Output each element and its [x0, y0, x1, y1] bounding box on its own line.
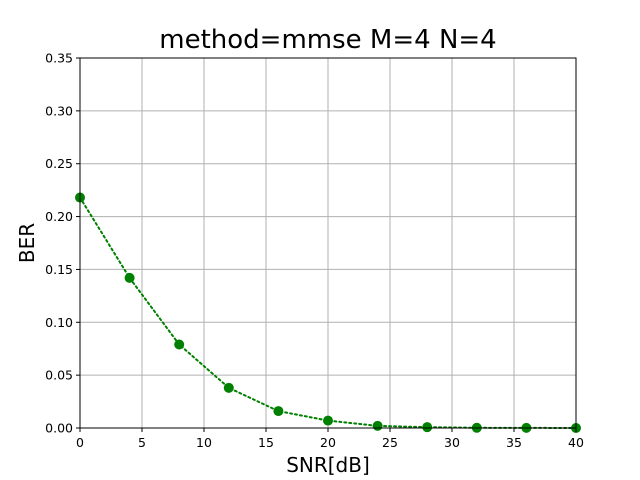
- x-tick-label: 15: [258, 435, 274, 450]
- y-tick-label: 0.15: [45, 262, 73, 277]
- x-tick-label: 25: [382, 435, 398, 450]
- y-tick-label: 0.35: [45, 51, 73, 66]
- data-point: [223, 382, 234, 393]
- data-point: [422, 422, 433, 433]
- data-point: [174, 339, 185, 350]
- x-tick-label: 0: [76, 435, 84, 450]
- x-axis-label: SNR[dB]: [286, 453, 370, 477]
- data-point: [372, 420, 383, 431]
- y-tick-label: 0.20: [45, 209, 73, 224]
- x-tick-label: 35: [506, 435, 522, 450]
- y-tick-label: 0.30: [45, 103, 73, 118]
- x-tick-label: 5: [138, 435, 146, 450]
- x-tick-label: 10: [196, 435, 212, 450]
- data-point: [124, 272, 135, 283]
- y-tick-label: 0.00: [45, 421, 73, 436]
- x-tick-label: 20: [320, 435, 336, 450]
- axis-ticks: 0 5 10 15 20 25 30 35 40 0.00 0.05 0.10 0.15 0.20 0.25…: [45, 51, 584, 451]
- y-tick-label: 0.25: [45, 156, 73, 171]
- y-axis-label: BER: [15, 223, 39, 263]
- y-tick-label: 0.10: [45, 315, 73, 330]
- chart-title: method=mmse M=4 N=4: [159, 25, 496, 55]
- y-tick-label: 0.05: [45, 368, 73, 383]
- data-point: [273, 406, 284, 417]
- data-point: [323, 415, 333, 426]
- x-tick-label: 40: [568, 435, 584, 450]
- x-tick-label: 30: [444, 435, 460, 450]
